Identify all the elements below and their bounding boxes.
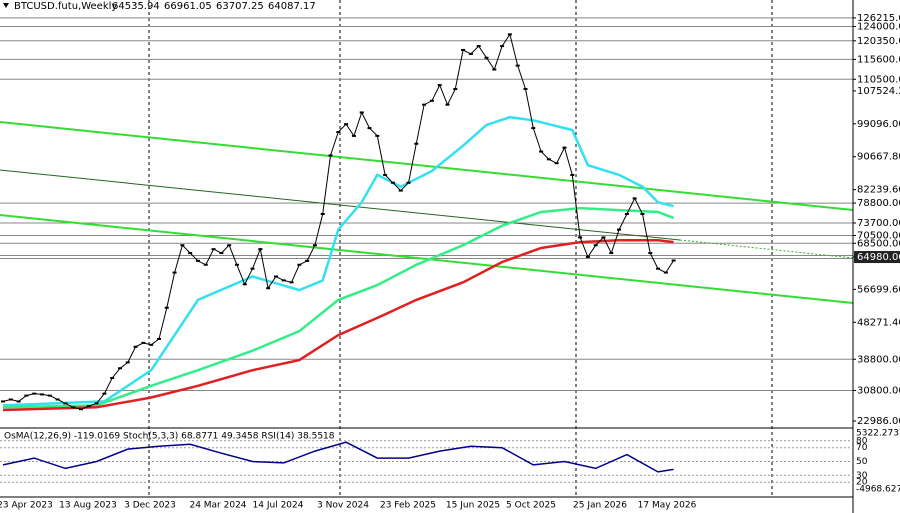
y-tick-label: 48271.40 bbox=[857, 317, 900, 328]
x-tick-label: 25 Jan 2026 bbox=[573, 501, 627, 511]
trend-line bbox=[679, 239, 854, 259]
y-tick-label: 124000.00 bbox=[857, 22, 900, 33]
header-close: 64087.17 bbox=[268, 1, 316, 12]
y-tick-label: 22986.00 bbox=[857, 416, 900, 427]
moving-average bbox=[2, 115, 674, 407]
y-tick-label: 64980.00 bbox=[857, 252, 900, 263]
indicator-tick-label: 70 bbox=[856, 443, 868, 453]
x-tick-label: 23 Apr 2023 bbox=[0, 501, 53, 511]
osma-max: 5322.2737 bbox=[856, 429, 900, 439]
y-tick-label: 38800.00 bbox=[857, 354, 900, 365]
y-tick-label: 126215.00 bbox=[857, 13, 900, 24]
rsi-line bbox=[2, 441, 674, 473]
x-tick-label: 5 Oct 2025 bbox=[506, 501, 556, 511]
y-tick-label: 90667.80 bbox=[857, 152, 900, 163]
vertical-grid bbox=[148, 0, 773, 497]
x-tick-label: 17 May 2026 bbox=[638, 501, 697, 511]
y-tick-label: 120350.00 bbox=[857, 36, 900, 47]
x-tick-label: 3 Nov 2024 bbox=[317, 501, 369, 511]
y-tick-label: 82239.60 bbox=[857, 185, 900, 196]
indicator-tick-label: 20 bbox=[856, 478, 868, 488]
x-tick-label: 3 Dec 2023 bbox=[124, 501, 176, 511]
trend-line bbox=[0, 121, 854, 211]
y-tick-label: 110500.00 bbox=[857, 74, 900, 85]
price-bar bbox=[671, 259, 676, 262]
header-low: 63707.25 bbox=[216, 1, 264, 12]
moving-average bbox=[2, 206, 675, 409]
x-tick-label: 23 Feb 2025 bbox=[380, 501, 436, 511]
y-tick-label: 99096.00 bbox=[857, 119, 900, 130]
indicator-tick-label: 30 bbox=[856, 471, 868, 481]
price-bar bbox=[1, 400, 6, 403]
indicator-title: OsMA(12,26,9) -119.0169 Stoch(5,3,3) 68.… bbox=[4, 432, 335, 442]
y-tick-label: 73700.00 bbox=[857, 218, 900, 229]
y-tick-label: 115600.00 bbox=[857, 54, 900, 65]
price-line bbox=[2, 33, 675, 410]
x-tick-label: 24 Mar 2024 bbox=[189, 501, 246, 511]
header-open: 64535.94 bbox=[112, 1, 160, 12]
indicator-tick-label: 50 bbox=[856, 457, 868, 467]
menu-arrow[interactable] bbox=[3, 3, 9, 8]
header-symbol: BTCUSD.futu,Weekly bbox=[14, 1, 117, 12]
trend-line bbox=[0, 169, 681, 241]
y-tick-label: 56699.60 bbox=[857, 284, 900, 295]
x-tick-label: 13 Aug 2023 bbox=[59, 501, 117, 511]
header-high: 66961.05 bbox=[164, 1, 212, 12]
trend-line bbox=[0, 214, 854, 304]
y-tick-label: 30800.00 bbox=[857, 386, 900, 397]
osma-min: -4968.6279 bbox=[856, 485, 900, 495]
price-label-bg bbox=[854, 251, 900, 264]
y-tick-label: 70500.00 bbox=[857, 230, 900, 241]
indicator-tick-label: 80 bbox=[856, 436, 868, 446]
y-tick-label: 107524.20 bbox=[857, 86, 900, 97]
y-tick-label: 78800.00 bbox=[857, 198, 900, 209]
x-tick-label: 15 Jun 2025 bbox=[446, 501, 500, 511]
y-tick-label: 68500.00 bbox=[857, 238, 900, 249]
x-tick-label: 14 Jul 2024 bbox=[253, 501, 304, 511]
